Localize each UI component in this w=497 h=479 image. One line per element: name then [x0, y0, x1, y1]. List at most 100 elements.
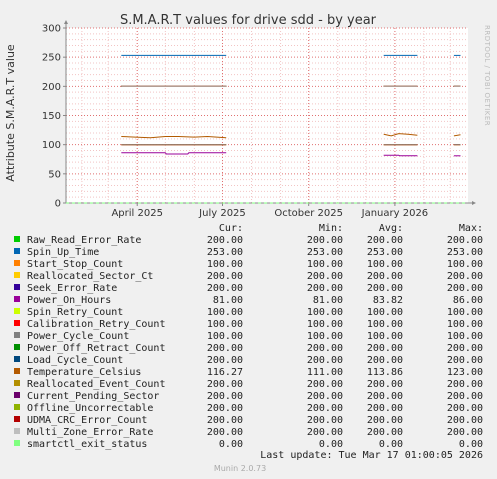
legend-value-cur: 200.00	[207, 235, 243, 246]
y-tick-label: 0	[55, 199, 61, 210]
legend-value-min: 100.00	[307, 307, 343, 318]
legend-value-cur: 200.00	[207, 403, 243, 414]
legend-series-name: Raw_Read_Error_Rate	[27, 235, 141, 246]
legend-value-max: 100.00	[447, 331, 483, 342]
legend-series-name: Multi_Zone_Error_Rate	[27, 427, 153, 438]
legend-value-min: 200.00	[307, 283, 343, 294]
legend-swatch	[14, 332, 20, 338]
series-layer	[66, 54, 466, 204]
legend-row: Offline_Uncorrectable 200.00 200.00 200.00 2…	[14, 403, 483, 414]
legend-value-max: 200.00	[447, 343, 483, 354]
legend-value-cur: 200.00	[207, 355, 243, 366]
legend-value-min: 200.00	[307, 271, 343, 282]
legend-row: smartctl_exit_status 0.00 0.00 0.00 0.00	[14, 439, 483, 450]
legend-swatch	[14, 260, 20, 266]
legend-value-min: 200.00	[307, 403, 343, 414]
legend-row: Spin_Up_Time 253.00 253.00 253.00 253.00	[14, 247, 483, 258]
legend-value-avg: 83.82	[373, 295, 403, 306]
y-tick-label: 200	[42, 82, 61, 93]
series-line-power-on-hours	[383, 154, 418, 157]
legend-value-cur: 200.00	[207, 379, 243, 390]
legend-value-cur: 116.27	[207, 367, 243, 378]
legend-swatch	[14, 344, 20, 350]
legend-row: Power_Off_Retract_Count 200.00 200.00 200.0…	[14, 343, 483, 354]
legend-swatch	[14, 368, 20, 374]
legend-series-name: Reallocated_Sector_Ct	[27, 271, 153, 282]
legend-value-max: 100.00	[447, 307, 483, 318]
legend-value-max: 200.00	[447, 415, 483, 426]
legend-value-max: 200.00	[447, 355, 483, 366]
legend-value-cur: 100.00	[207, 307, 243, 318]
legend-row: Multi_Zone_Error_Rate 200.00 200.00 200.00 2…	[14, 427, 483, 438]
legend-row: Reallocated_Sector_Ct 200.00 200.00 200.00 2…	[14, 271, 483, 282]
legend-value-min: 200.00	[307, 343, 343, 354]
legend-value-avg: 200.00	[367, 235, 403, 246]
legend-row: Calibration_Retry_Count 100.00 100.00 100.0…	[14, 319, 483, 330]
legend-value-max: 200.00	[447, 271, 483, 282]
series-line-temperature-celsius	[453, 134, 461, 137]
legend: Cur: Min: Avg: Max: Raw_Read_Error_Rate 200.0…	[14, 223, 483, 450]
legend-value-max: 86.00	[453, 295, 483, 306]
legend-swatch	[14, 272, 20, 278]
legend-swatch	[14, 308, 20, 314]
legend-value-min: 200.00	[307, 391, 343, 402]
legend-value-max: 200.00	[447, 427, 483, 438]
legend-swatch	[14, 296, 20, 302]
legend-value-avg: 200.00	[367, 427, 403, 438]
legend-series-name: Load_Cycle_Count	[27, 355, 123, 366]
legend-header-cur: Cur:	[219, 223, 243, 234]
legend-value-cur: 253.00	[207, 247, 243, 258]
legend-value-cur: 81.00	[213, 295, 243, 306]
legend-value-cur: 200.00	[207, 271, 243, 282]
legend-header-min: Min:	[319, 223, 343, 234]
legend-series-name: Power_Cycle_Count	[27, 331, 129, 342]
legend-series-name: Spin_Up_Time	[27, 247, 99, 258]
legend-value-cur: 200.00	[207, 283, 243, 294]
legend-value-cur: 100.00	[207, 319, 243, 330]
x-axis-arrow	[472, 201, 476, 205]
legend-series-name: Reallocated_Event_Count	[27, 379, 165, 390]
y-tick-label: 150	[42, 111, 61, 122]
legend-value-cur: 200.00	[207, 427, 243, 438]
legend-series-name: smartctl_exit_status	[27, 439, 147, 450]
legend-swatch	[14, 416, 20, 422]
legend-value-min: 200.00	[307, 235, 343, 246]
rrdtool-credit: RRDTOOL / TOBI OETIKER	[483, 25, 491, 126]
legend-value-min: 200.00	[307, 379, 343, 390]
legend-value-avg: 100.00	[367, 259, 403, 270]
legend-series-name: Seek_Error_Rate	[27, 283, 117, 294]
legend-value-min: 0.00	[319, 439, 343, 450]
legend-series-name: Offline_Uncorrectable	[27, 403, 153, 414]
legend-value-min: 253.00	[307, 247, 343, 258]
legend-swatch	[14, 236, 20, 242]
legend-swatch	[14, 428, 20, 434]
legend-value-max: 200.00	[447, 391, 483, 402]
legend-value-avg: 253.00	[367, 247, 403, 258]
legend-value-min: 100.00	[307, 259, 343, 270]
legend-value-avg: 100.00	[367, 307, 403, 318]
legend-value-max: 200.00	[447, 379, 483, 390]
legend-swatch	[14, 248, 20, 254]
chart-title: S.M.A.R.T values for drive sdd - by year	[120, 13, 377, 28]
legend-value-min: 200.00	[307, 415, 343, 426]
legend-row: Power_Cycle_Count 100.00 100.00 100.00 100.0…	[14, 331, 483, 342]
legend-value-min: 111.00	[307, 367, 343, 378]
legend-value-avg: 200.00	[367, 271, 403, 282]
legend-row: Spin_Retry_Count 100.00 100.00 100.00 100.00	[14, 307, 483, 318]
y-axis-label: Attribute S.M.A.R.T value	[4, 44, 17, 182]
legend-value-cur: 100.00	[207, 331, 243, 342]
legend-value-min: 200.00	[307, 427, 343, 438]
legend-value-max: 200.00	[447, 283, 483, 294]
legend-row: Power_On_Hours 81.00 81.00 83.82 86.00	[14, 295, 483, 306]
x-tick-label: January 2026	[361, 208, 429, 219]
legend-swatch	[14, 380, 20, 386]
legend-value-avg: 200.00	[367, 403, 403, 414]
legend-value-max: 123.00	[447, 367, 483, 378]
legend-row: UDMA_CRC_Error_Count 200.00 200.00 200.00 20…	[14, 415, 483, 426]
legend-swatch	[14, 404, 20, 410]
legend-row: Temperature_Celsius 116.27 111.00 113.86 123…	[14, 367, 483, 378]
y-tick-label: 300	[42, 24, 61, 35]
legend-series-name: Power_On_Hours	[27, 295, 111, 306]
legend-value-max: 100.00	[447, 319, 483, 330]
legend-row: Start_Stop_Count 100.00 100.00 100.00 100.00	[14, 259, 483, 270]
